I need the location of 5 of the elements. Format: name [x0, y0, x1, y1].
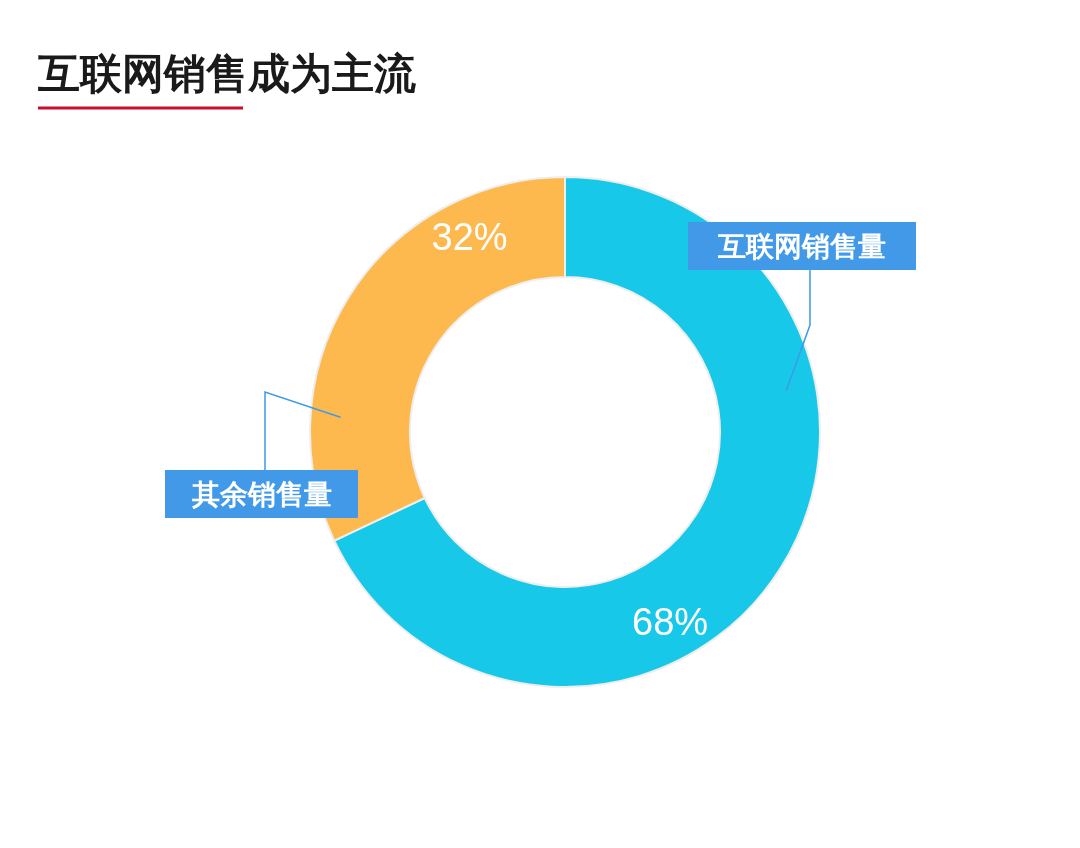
chart-title: 互联网销售成为主流 [37, 49, 416, 98]
slice-label: 互联网销售量 [717, 230, 886, 263]
data-label: 68% [632, 600, 709, 643]
slice-label: 其余销售量 [190, 478, 332, 511]
data-label: 32% [431, 216, 508, 259]
